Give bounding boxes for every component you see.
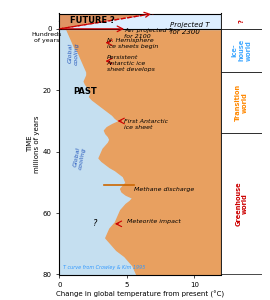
Text: Meteorite impact: Meteorite impact	[127, 219, 181, 224]
Bar	[221, 133, 262, 274]
Text: N. Hemisphere
ice sheets begin: N. Hemisphere ice sheets begin	[107, 38, 158, 49]
Text: Global
cooling: Global cooling	[68, 42, 79, 65]
Bar	[221, 72, 262, 133]
Bar	[221, 14, 262, 29]
Text: T curve from Crowley & Kim 1995: T curve from Crowley & Kim 1995	[63, 265, 146, 270]
Text: Hundreds
of years: Hundreds of years	[31, 32, 62, 43]
Text: Greenhouse
world: Greenhouse world	[235, 182, 248, 226]
Text: Global
cooling: Global cooling	[72, 146, 87, 170]
Text: ?: ?	[93, 219, 98, 228]
Bar	[221, 29, 262, 72]
Text: FUTURE ?: FUTURE ?	[70, 16, 115, 25]
X-axis label: Change in global temperature from present (°C): Change in global temperature from presen…	[56, 291, 224, 298]
Polygon shape	[59, 14, 154, 29]
Text: Transition
world: Transition world	[235, 84, 248, 121]
Text: Persistent
Antarctic ice
sheet develops: Persistent Antarctic ice sheet develops	[107, 55, 154, 72]
Y-axis label: TIME
millions of years: TIME millions of years	[27, 115, 40, 173]
Text: Methane discharge: Methane discharge	[134, 187, 194, 192]
Text: First Antarctic
ice sheet: First Antarctic ice sheet	[124, 119, 168, 130]
Text: Avr projected T
for 2100: Avr projected T for 2100	[124, 28, 173, 39]
Text: PAST: PAST	[73, 87, 97, 96]
Text: Ice-
house
world: Ice- house world	[232, 39, 252, 62]
Text: ?: ?	[239, 19, 245, 23]
Text: Projected T
for 2300: Projected T for 2300	[170, 22, 210, 35]
